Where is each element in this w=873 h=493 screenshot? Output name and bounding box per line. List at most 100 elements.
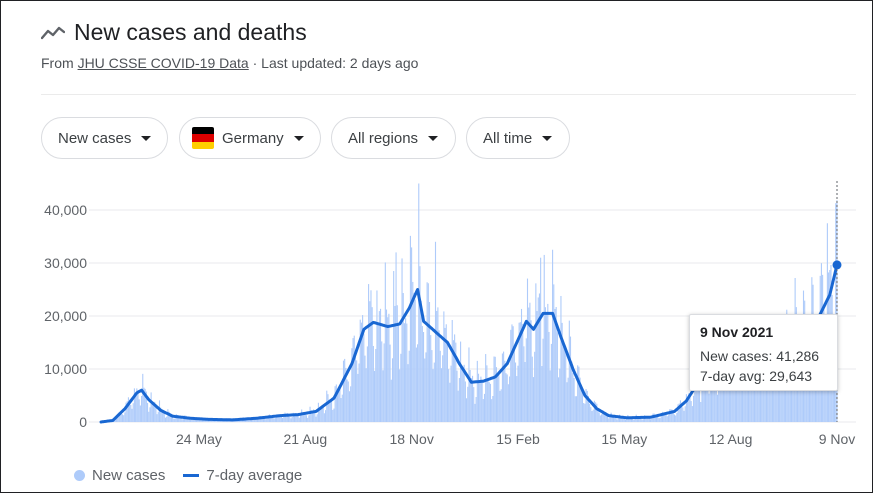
case-bar (550, 343, 552, 422)
case-bar (285, 413, 287, 422)
case-bar (665, 414, 667, 422)
case-bar (661, 411, 664, 422)
case-bar (654, 415, 656, 422)
case-bar (669, 409, 671, 422)
case-bar (339, 387, 341, 422)
case-bar (731, 370, 733, 422)
case-bar (495, 367, 497, 422)
metric-dropdown[interactable]: New cases (41, 117, 168, 159)
country-dropdown[interactable]: Germany (179, 117, 321, 159)
case-bar (454, 334, 456, 422)
legend-line-swatch (183, 474, 200, 477)
case-bar (440, 368, 443, 422)
case-bar (704, 371, 707, 422)
case-bar (524, 362, 526, 422)
flag-stripe (192, 134, 214, 142)
case-bar (638, 417, 640, 422)
case-bar (691, 406, 693, 422)
case-bar (659, 417, 661, 422)
case-bar (356, 360, 358, 422)
source-link[interactable]: JHU CSSE COVID-19 Data (77, 55, 249, 71)
case-bar (167, 409, 169, 422)
case-bar (507, 384, 509, 422)
case-bar (488, 382, 490, 422)
case-bar (579, 377, 581, 422)
case-bar (314, 412, 316, 422)
case-bar (296, 413, 298, 422)
last-updated: · Last updated: 2 days ago (252, 55, 419, 71)
case-bar (462, 366, 464, 422)
case-bar (749, 370, 751, 422)
case-bar (141, 396, 143, 422)
case-bar (783, 387, 785, 422)
case-bar (486, 365, 488, 422)
case-bar (423, 332, 425, 422)
case-bar (516, 376, 518, 422)
case-bar (792, 380, 794, 422)
case-bar (672, 412, 674, 422)
case-bar (333, 408, 335, 422)
case-bar (315, 416, 317, 422)
case-bar (504, 360, 506, 422)
case-bar (284, 412, 286, 422)
case-bar (718, 386, 720, 422)
case-bar (215, 420, 217, 422)
case-bar (253, 418, 255, 422)
case-bar (534, 351, 536, 422)
case-bar (676, 412, 678, 422)
case-bar (195, 418, 198, 422)
case-bar (154, 401, 156, 422)
case-bar (130, 405, 132, 422)
case-bar (427, 283, 429, 422)
case-bar (509, 376, 511, 422)
case-bar (328, 399, 330, 422)
case-bar (152, 403, 155, 422)
case-bar (590, 407, 592, 422)
case-bar (420, 300, 422, 422)
case-bar (186, 416, 188, 422)
case-bar (258, 419, 260, 422)
case-bar (620, 416, 622, 422)
case-bar (817, 362, 819, 422)
case-bar (359, 319, 361, 422)
case-bar (431, 350, 433, 422)
chart-title: New cases and deaths (74, 19, 307, 45)
case-bar (611, 414, 613, 422)
case-bar (548, 331, 550, 422)
case-bar (555, 307, 557, 422)
case-bar (137, 390, 139, 422)
flag-stripe (192, 141, 214, 149)
caret-down-icon (542, 135, 553, 141)
region-dropdown[interactable]: All regions (331, 117, 456, 159)
case-bar (657, 416, 659, 422)
case-bar (223, 420, 225, 422)
case-bar (413, 292, 415, 422)
case-bar (751, 373, 753, 422)
case-bar (733, 388, 735, 422)
case-bar (277, 414, 279, 422)
case-bar (120, 413, 122, 422)
case-bar (347, 381, 349, 422)
case-bar (714, 361, 716, 422)
case-bar (670, 409, 672, 422)
case-bar (283, 416, 285, 422)
case-bar (479, 381, 481, 422)
case-bar (136, 388, 138, 422)
case-bar (536, 311, 538, 422)
time-range-dropdown[interactable]: All time (466, 117, 570, 159)
case-bar (532, 377, 535, 422)
case-bar (648, 417, 650, 422)
case-bar (463, 364, 465, 422)
time-range-dropdown-label: All time (483, 129, 533, 147)
case-bar (157, 411, 159, 422)
case-bar (446, 342, 448, 422)
case-bar (489, 383, 492, 422)
case-bar (663, 412, 665, 422)
case-bar (437, 307, 439, 422)
case-bar (256, 419, 259, 422)
case-bar (317, 402, 319, 422)
case-bar (276, 414, 278, 422)
case-bar (585, 389, 587, 422)
case-bar (457, 390, 459, 422)
